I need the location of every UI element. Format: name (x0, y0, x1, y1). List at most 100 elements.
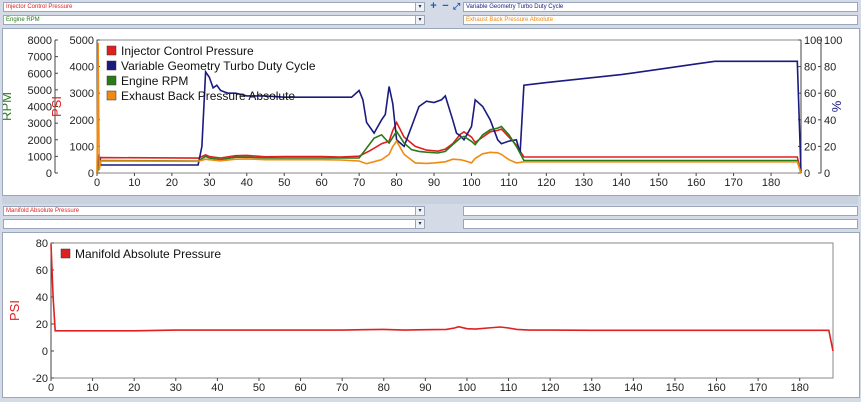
y-tick-label: 60 (36, 265, 48, 277)
series-line (96, 120, 802, 174)
chevron-down-icon[interactable]: ▾ (415, 220, 424, 228)
chevron-down-icon[interactable]: ▾ (415, 207, 424, 215)
y-tick-label: 20 (36, 319, 48, 331)
x-tick-label: 80 (390, 177, 402, 189)
series-line (96, 42, 802, 174)
x-tick-label: 120 (541, 382, 559, 394)
y-tick-label: 60 (804, 88, 816, 100)
x-tick-label: 160 (707, 382, 725, 394)
x-tick-label: 70 (353, 177, 365, 189)
x-tick-label: 0 (94, 177, 100, 189)
y-tick-label: 60 (824, 88, 836, 100)
x-tick-label: 50 (253, 382, 265, 394)
x-tick-label: 140 (624, 382, 642, 394)
fit-icon[interactable]: ⤢ (452, 1, 461, 11)
y-tick-label: 0 (824, 168, 830, 180)
y-tick-label: 40 (36, 292, 48, 304)
y-tick-label: 80 (824, 62, 836, 74)
series-line (50, 244, 834, 352)
bottom-chart-panel: 0 10 20 30 40 50 60 70 80 90 100 110 120 130 140 150 160… (2, 232, 860, 398)
bottom-right-dropdown-1[interactable] (463, 206, 858, 216)
x-tick-label: 110 (500, 177, 518, 189)
bottom-left-dropdown-2[interactable]: ▾ (3, 219, 425, 229)
top-left-dropdown-1[interactable]: Injector Control Pressure ▾ (3, 2, 425, 12)
x-tick-label: 160 (687, 177, 705, 189)
y-tick-label: 80 (804, 62, 816, 74)
x-tick-label: 0 (48, 382, 54, 394)
x-tick-label: 140 (612, 177, 630, 189)
x-tick-label: 170 (749, 382, 767, 394)
legend-label: Engine RPM (121, 74, 188, 88)
y-tick-label: 0 (88, 168, 94, 180)
legend-label: Exhaust Back Pressure Absolute (121, 89, 295, 103)
x-tick-label: 40 (241, 177, 253, 189)
dropdown-value: Variable Geometry Turbo Duty Cycle (466, 4, 564, 10)
x-tick-label: 150 (650, 177, 668, 189)
y-tick-label: 20 (824, 141, 836, 153)
y-tick-label: -20 (32, 373, 48, 385)
legend-swatch (106, 90, 117, 101)
bottom-left-dropdown-1[interactable]: Manifold Absolute Pressure ▾ (3, 206, 425, 216)
y-tick-label: 6000 (28, 68, 52, 80)
series-line (96, 60, 802, 174)
y-tick-label: 0 (46, 168, 52, 180)
top-right-dropdown-1[interactable]: Variable Geometry Turbo Duty Cycle (463, 2, 858, 12)
y-tick-label: 3000 (70, 88, 94, 100)
x-tick-label: 30 (170, 382, 182, 394)
x-tick-label: 10 (128, 177, 140, 189)
y-tick-label: 100 (824, 35, 842, 47)
x-tick-label: 100 (462, 177, 480, 189)
x-tick-label: 60 (294, 382, 306, 394)
x-tick-label: 90 (428, 177, 440, 189)
x-tick-label: 180 (762, 177, 780, 189)
y-axis-label-rpm: RPM (3, 92, 14, 121)
legend-swatch (106, 60, 117, 71)
x-tick-label: 40 (211, 382, 223, 394)
x-tick-label: 110 (500, 382, 518, 394)
bottom-right-dropdown-2[interactable] (463, 219, 858, 229)
legend-swatch (60, 248, 71, 259)
y-tick-label: 40 (824, 115, 836, 127)
top-chart-panel: 0 10 20 30 40 50 60 70 80 90 100 110 120 130 140 150 160… (0, 28, 860, 196)
y-tick-label: 2000 (28, 135, 52, 147)
legend-swatch (106, 75, 117, 86)
y-tick-label: 3000 (28, 118, 52, 130)
x-tick-label: 30 (203, 177, 215, 189)
top-left-dropdown-2[interactable]: Engine RPM ▾ (3, 15, 425, 25)
x-tick-label: 50 (278, 177, 290, 189)
chevron-down-icon[interactable]: ▾ (415, 3, 424, 11)
top-chart: 0 10 20 30 40 50 60 70 80 90 100 110 120 130 140 150 160… (0, 35, 844, 189)
top-right-dropdown-2[interactable]: Exhaust Back Pressure Absolute (463, 15, 858, 25)
x-tick-label: 60 (316, 177, 328, 189)
dropdown-value: Exhaust Back Pressure Absolute (466, 17, 554, 23)
remove-icon[interactable]: − (442, 0, 449, 12)
chevron-down-icon[interactable]: ▾ (415, 16, 424, 24)
legend-label: Manifold Absolute Pressure (75, 247, 221, 261)
legend-label: Variable Geometry Turbo Duty Cycle (121, 59, 316, 73)
legend-label: Injector Control Pressure (121, 44, 254, 58)
y-tick-label: 40 (804, 115, 816, 127)
series-line (96, 125, 802, 174)
y-tick-label: 1000 (28, 151, 52, 163)
y-axis-label-psi: PSI (7, 300, 22, 321)
y-tick-label: 80 (36, 238, 48, 250)
x-tick-label: 100 (458, 382, 476, 394)
x-tick-label: 170 (724, 177, 742, 189)
y-tick-label: 2000 (70, 115, 94, 127)
dropdown-value: Engine RPM (6, 17, 40, 23)
y-tick-label: 8000 (28, 35, 52, 47)
splitter[interactable] (2, 196, 858, 204)
dropdown-value: Injector Control Pressure (6, 4, 73, 10)
y-tick-label: 4000 (70, 62, 94, 74)
y-tick-label: 0 (42, 346, 48, 358)
bottom-chart: 0 10 20 30 40 50 60 70 80 90 100 110 120 130 140 150 160… (7, 238, 834, 394)
y-tick-label: 7000 (28, 52, 52, 64)
x-tick-label: 130 (575, 177, 593, 189)
plot-area (50, 242, 834, 379)
x-tick-label: 20 (166, 177, 178, 189)
add-icon[interactable]: + (430, 0, 437, 12)
dropdown-value: Manifold Absolute Pressure (6, 208, 80, 214)
y-tick-label: 5000 (28, 85, 52, 97)
y-tick-label: 5000 (70, 35, 94, 47)
y-tick-label: 20 (804, 141, 816, 153)
